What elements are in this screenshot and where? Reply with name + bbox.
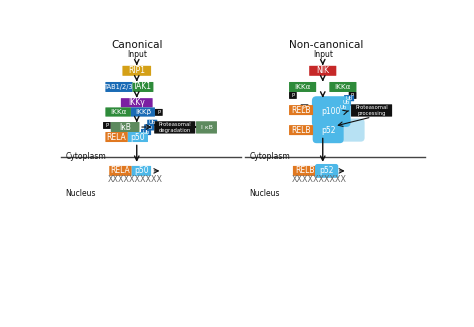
FancyBboxPatch shape bbox=[105, 107, 131, 117]
FancyBboxPatch shape bbox=[315, 164, 338, 178]
Text: TAB1/2/3: TAB1/2/3 bbox=[104, 84, 134, 90]
FancyBboxPatch shape bbox=[309, 66, 337, 76]
FancyBboxPatch shape bbox=[103, 122, 111, 129]
Text: P: P bbox=[157, 110, 161, 115]
FancyBboxPatch shape bbox=[289, 105, 313, 115]
FancyBboxPatch shape bbox=[105, 82, 133, 92]
Text: P: P bbox=[105, 123, 109, 128]
FancyBboxPatch shape bbox=[154, 121, 195, 133]
FancyBboxPatch shape bbox=[313, 119, 344, 143]
FancyBboxPatch shape bbox=[131, 107, 155, 117]
FancyBboxPatch shape bbox=[344, 95, 354, 101]
Text: P: P bbox=[292, 93, 294, 98]
Text: Nucleus: Nucleus bbox=[65, 189, 96, 198]
FancyBboxPatch shape bbox=[141, 129, 151, 135]
Text: p100: p100 bbox=[321, 107, 341, 116]
Text: RELA: RELA bbox=[107, 132, 127, 142]
Text: IκB: IκB bbox=[119, 123, 131, 131]
FancyBboxPatch shape bbox=[133, 82, 154, 92]
FancyBboxPatch shape bbox=[312, 96, 351, 127]
Text: RIP1: RIP1 bbox=[128, 66, 145, 75]
FancyBboxPatch shape bbox=[111, 122, 139, 132]
Text: Ub: Ub bbox=[149, 120, 156, 125]
Text: Input: Input bbox=[313, 50, 333, 59]
Text: Input: Input bbox=[127, 50, 147, 59]
FancyBboxPatch shape bbox=[293, 166, 317, 176]
Text: IKKα: IKKα bbox=[110, 109, 127, 115]
Text: RELB: RELB bbox=[295, 166, 315, 175]
FancyBboxPatch shape bbox=[338, 104, 348, 111]
Text: NIK: NIK bbox=[316, 66, 329, 75]
FancyBboxPatch shape bbox=[122, 66, 151, 76]
FancyBboxPatch shape bbox=[128, 132, 148, 142]
Text: IKKγ: IKKγ bbox=[128, 98, 145, 107]
FancyBboxPatch shape bbox=[109, 166, 132, 176]
Text: Proteasomal
degradation: Proteasomal degradation bbox=[158, 122, 191, 133]
Text: Ub: Ub bbox=[339, 105, 346, 110]
Text: IKKβ: IKKβ bbox=[135, 109, 151, 115]
FancyBboxPatch shape bbox=[329, 82, 356, 92]
Text: P: P bbox=[351, 93, 354, 98]
Text: p50: p50 bbox=[131, 132, 145, 142]
Text: XXXXXXXXXX: XXXXXXXXXX bbox=[292, 175, 346, 184]
Text: p50: p50 bbox=[134, 166, 149, 175]
Text: Nucleus: Nucleus bbox=[249, 189, 280, 198]
FancyBboxPatch shape bbox=[301, 104, 309, 111]
FancyBboxPatch shape bbox=[289, 82, 316, 92]
Text: p52: p52 bbox=[321, 126, 336, 135]
FancyBboxPatch shape bbox=[121, 98, 153, 107]
Text: Proteasomal
processing: Proteasomal processing bbox=[355, 105, 388, 116]
Text: I κB: I κB bbox=[201, 125, 212, 130]
Text: p52: p52 bbox=[319, 166, 334, 175]
FancyBboxPatch shape bbox=[289, 92, 297, 99]
FancyBboxPatch shape bbox=[196, 121, 217, 133]
Text: Ub: Ub bbox=[142, 129, 150, 134]
FancyBboxPatch shape bbox=[349, 92, 356, 99]
Text: RELA: RELA bbox=[110, 166, 130, 175]
Text: RELB: RELB bbox=[292, 106, 311, 114]
Text: XXXXXXXXXX: XXXXXXXXXX bbox=[108, 175, 163, 184]
Text: IKKα: IKKα bbox=[335, 84, 351, 90]
Text: Cytoplasm: Cytoplasm bbox=[249, 152, 290, 161]
Text: Ub: Ub bbox=[146, 125, 153, 130]
Text: Ub: Ub bbox=[342, 100, 350, 105]
FancyBboxPatch shape bbox=[132, 166, 151, 176]
FancyBboxPatch shape bbox=[341, 100, 351, 106]
FancyBboxPatch shape bbox=[155, 109, 163, 116]
Text: TAK1: TAK1 bbox=[134, 82, 153, 92]
Text: RELB: RELB bbox=[292, 126, 311, 135]
Text: Canonical: Canonical bbox=[111, 41, 163, 50]
Text: IKKα: IKKα bbox=[294, 84, 311, 90]
FancyBboxPatch shape bbox=[289, 125, 313, 135]
FancyBboxPatch shape bbox=[147, 120, 157, 126]
FancyBboxPatch shape bbox=[105, 132, 128, 142]
Text: Non-canonical: Non-canonical bbox=[290, 41, 364, 50]
FancyBboxPatch shape bbox=[351, 104, 392, 117]
Text: Ub: Ub bbox=[346, 95, 353, 101]
Text: Cytoplasm: Cytoplasm bbox=[65, 152, 106, 161]
FancyBboxPatch shape bbox=[144, 124, 154, 130]
FancyBboxPatch shape bbox=[340, 119, 365, 142]
Text: P: P bbox=[303, 105, 306, 110]
